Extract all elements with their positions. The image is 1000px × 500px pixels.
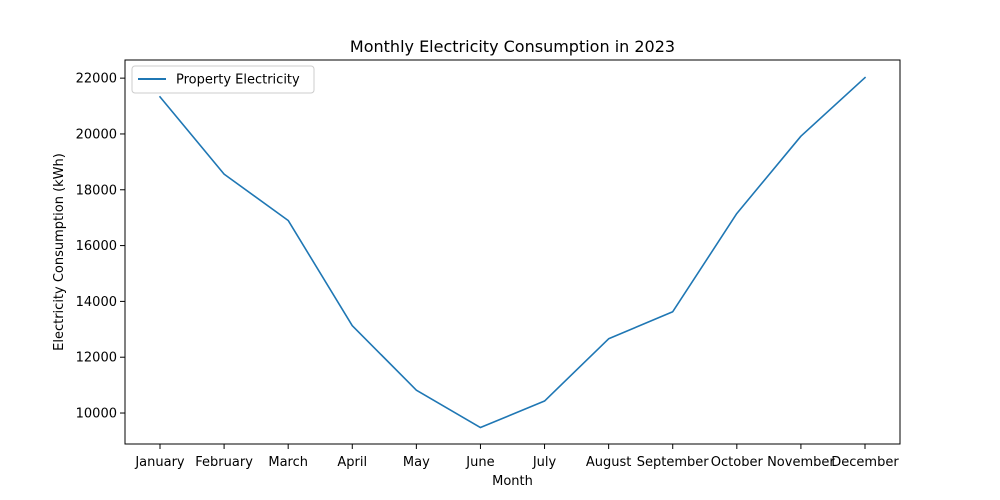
- x-tick-label: February: [195, 455, 253, 470]
- x-axis-label: Month: [492, 474, 533, 489]
- y-tick-label: 14000: [76, 295, 117, 310]
- y-tick-label: 16000: [76, 239, 117, 254]
- y-tick-label: 10000: [76, 407, 117, 422]
- plot-frame: [124, 59, 901, 445]
- x-tick-label: December: [831, 455, 899, 470]
- x-tick-label: April: [337, 455, 367, 470]
- legend: Property Electricity: [131, 65, 315, 94]
- x-tick-label: August: [586, 455, 632, 470]
- y-tick-label: 18000: [76, 183, 117, 198]
- plot-area: January February March April May June July Augu…: [76, 59, 901, 470]
- y-tick-label: 20000: [76, 127, 117, 142]
- x-tick-label: October: [711, 455, 764, 470]
- x-tick-label: January: [134, 455, 185, 470]
- chart-title: Monthly Electricity Consumption in 2023: [350, 37, 675, 56]
- x-tick-label: March: [268, 455, 308, 470]
- x-tick-label: June: [465, 455, 494, 470]
- x-tick-label: July: [532, 455, 557, 470]
- legend-label-property-electricity: Property Electricity: [176, 73, 300, 88]
- x-tick-label: November: [767, 455, 835, 470]
- x-tick-label: September: [637, 455, 710, 470]
- series-line-0: [158, 76, 867, 429]
- legend-box: [131, 65, 315, 94]
- y-axis-label: Electricity Consumption (kWh): [52, 153, 67, 351]
- y-tick-label: 12000: [76, 351, 117, 366]
- x-tick-label: May: [403, 455, 430, 470]
- y-tick-label: 22000: [76, 72, 117, 87]
